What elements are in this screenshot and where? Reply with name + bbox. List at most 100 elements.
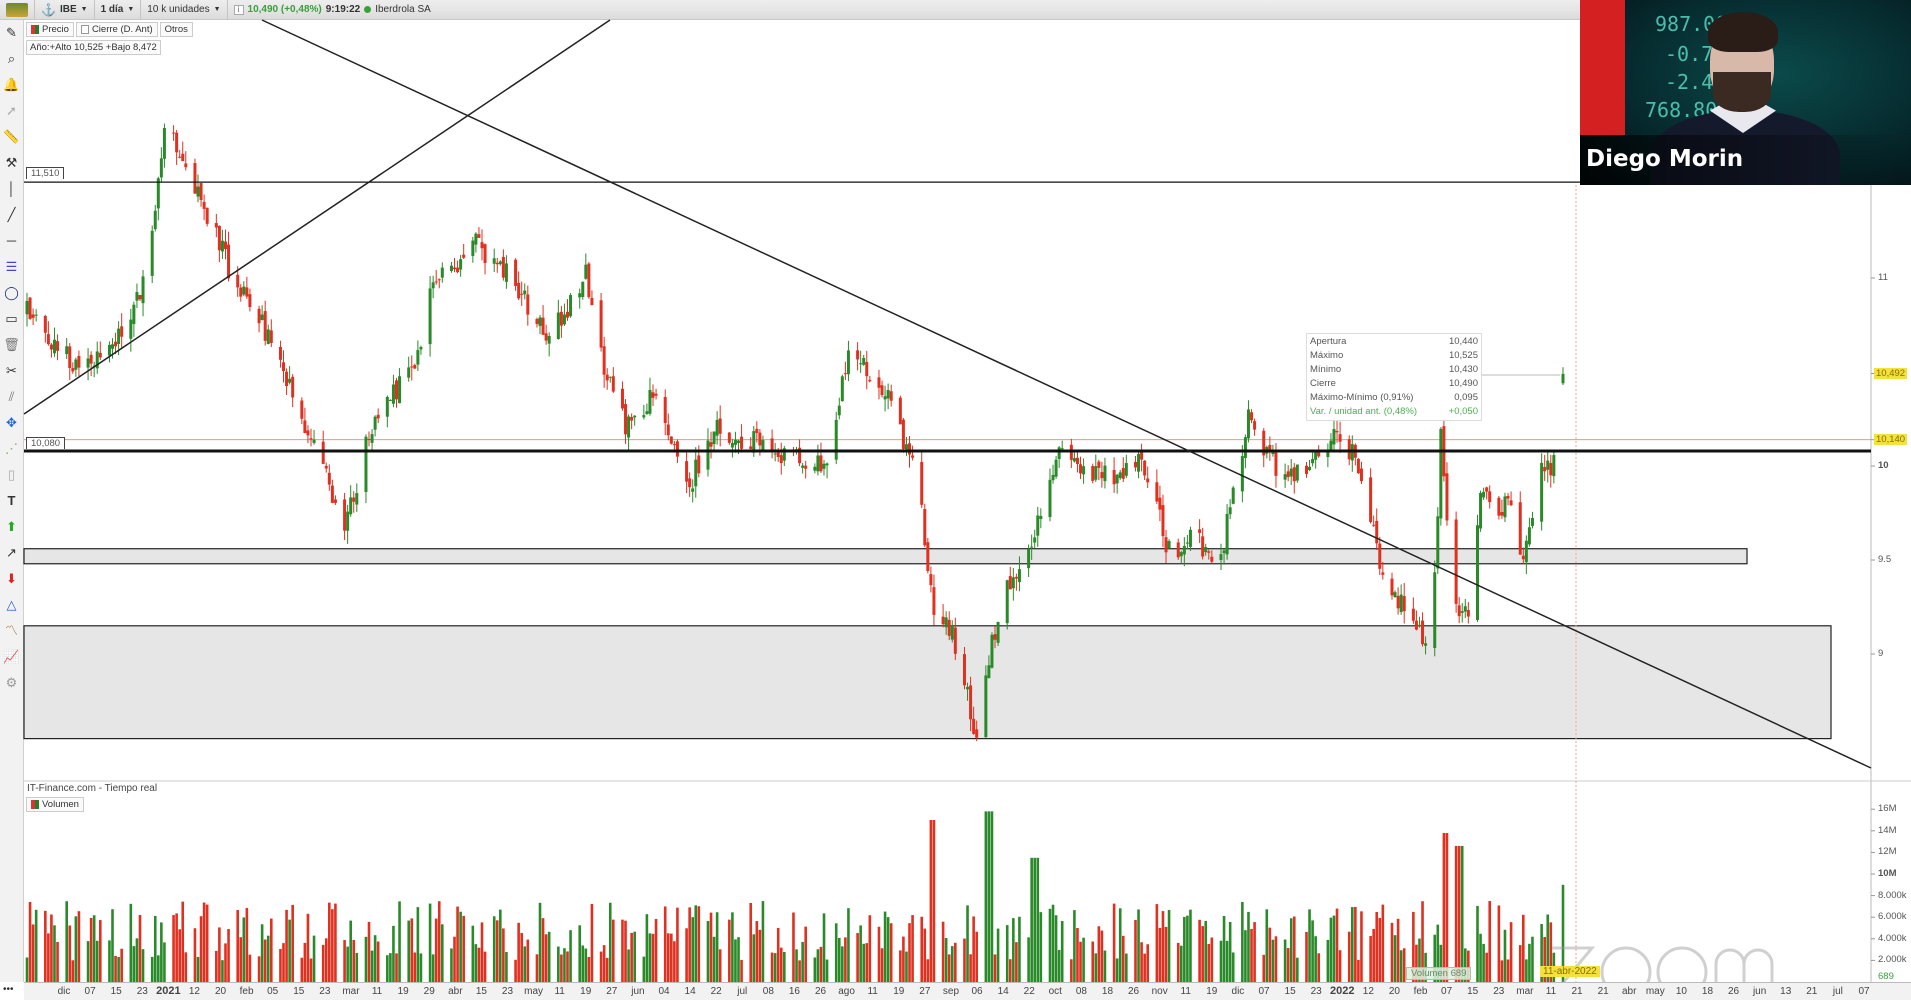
candle-body [172, 132, 176, 134]
channel-icon[interactable]: ⫽ [8, 389, 15, 404]
level-label-lower[interactable]: 10,080 [26, 437, 66, 449]
volume-bar [932, 820, 936, 982]
volume-bar [1497, 905, 1501, 982]
candle-body [159, 158, 163, 178]
axis-tick-label: 12M [1878, 846, 1897, 858]
volume-bar [34, 909, 38, 982]
time-axis-label: jun [1752, 986, 1767, 997]
volume-bar [495, 920, 499, 982]
candle-body [816, 455, 820, 472]
legend-price[interactable]: Precio [26, 22, 74, 37]
candle-body [898, 397, 902, 425]
volume-bar [1454, 845, 1458, 982]
pattern-icon[interactable]: ⋰ [5, 441, 18, 456]
cursor-icon[interactable]: ➚ [6, 103, 17, 118]
candle-body [1540, 462, 1544, 522]
trash-icon[interactable]: 🗑 [3, 337, 20, 352]
candle-body [214, 223, 218, 228]
text-icon[interactable]: T [7, 493, 16, 508]
candle-body [303, 420, 307, 433]
candle-body [1240, 456, 1244, 492]
pencil-icon[interactable]: ✎ [6, 25, 17, 40]
candle-body [1137, 453, 1141, 472]
tools-icon[interactable]: ✂ [6, 363, 17, 378]
ruler-icon[interactable]: 📏 [3, 129, 20, 144]
time-axis-label: 07 [1441, 986, 1453, 997]
candle-body [993, 634, 997, 640]
candle-body [620, 388, 624, 409]
ohlc-row-range: Máximo-Mínimo (0,91%) 0,095 [1310, 392, 1478, 403]
candle-body [1482, 491, 1486, 498]
volume-bar [1262, 954, 1266, 982]
symbol-selector[interactable]: IBE [59, 4, 77, 15]
more-options-icon[interactable]: ••• [3, 984, 14, 995]
sell-arrow-icon[interactable]: ⬇ [6, 571, 17, 586]
chevron-down-icon: ▼ [213, 6, 221, 13]
arrow-icon[interactable]: ↗ [6, 545, 17, 560]
rectangle-icon[interactable]: ▭ [5, 311, 18, 326]
candle-body [1433, 572, 1437, 648]
volume-bar [1115, 958, 1119, 982]
volume-bar [612, 919, 615, 982]
legend-prev-close-label: Cierre (D. Ant) [91, 24, 153, 35]
wrench-icon[interactable]: ⚒ [5, 155, 18, 170]
candle-body [352, 497, 356, 502]
candle-body [837, 405, 841, 416]
candle-body [398, 376, 402, 404]
volume-bar [480, 922, 484, 982]
candle-body [1402, 596, 1406, 612]
time-axis-label: 23 [501, 986, 514, 997]
interval-selector[interactable]: 1 día ▼ [95, 0, 142, 20]
alert-bell-icon[interactable]: 🔔 [3, 77, 20, 92]
volume-bar [1503, 929, 1507, 982]
axis-tick-label: 14M [1878, 824, 1897, 836]
candle-body [367, 439, 371, 441]
triangle-icon[interactable]: △ [6, 597, 17, 612]
volume-bar [587, 957, 591, 982]
zoom-icon[interactable]: ⌕ [7, 51, 16, 66]
level-label-upper[interactable]: 11,510 [26, 167, 65, 179]
volume-bar [947, 954, 951, 982]
trendline-icon[interactable]: ╱ [7, 207, 16, 222]
candle-body [1140, 450, 1144, 460]
units-selector[interactable]: 10 k unidades ▼ [141, 0, 228, 20]
info-icon[interactable]: i [233, 4, 244, 15]
legend-others[interactable]: Otros [159, 22, 193, 37]
volume-bar [163, 942, 166, 982]
candle-body [416, 350, 420, 365]
candle-body [199, 183, 203, 200]
buy-arrow-icon[interactable]: ⬆ [6, 519, 17, 534]
volume-bar [731, 912, 734, 982]
chevron-down-icon[interactable]: ▼ [80, 6, 88, 13]
vertical-line-icon[interactable]: │ [7, 181, 16, 196]
volume-bar [1091, 941, 1095, 982]
document-icon[interactable]: ▯ [7, 467, 16, 482]
volume-bar [47, 933, 50, 982]
candle-body [688, 478, 692, 488]
time-axis-label: 07 [1858, 986, 1870, 997]
candle-body [156, 178, 160, 209]
fibonacci-icon[interactable]: ☰ [5, 259, 18, 274]
candle-body [1201, 536, 1205, 557]
chart-icon[interactable]: 📈 [3, 649, 20, 664]
volume-legend[interactable]: Volumen [26, 797, 84, 812]
legend-prev-close[interactable]: Cierre (D. Ant) [75, 22, 158, 37]
candle-body [120, 326, 124, 337]
move-icon[interactable]: ✥ [6, 415, 17, 430]
candle-body [1396, 595, 1400, 609]
candle-body [648, 389, 652, 414]
volume-bar [77, 911, 81, 982]
candle-body [1222, 550, 1226, 554]
anchor-icon[interactable]: ⚓ [41, 2, 56, 17]
volume-bar [578, 925, 582, 982]
time-axis[interactable]: dic 07 15 23 2021 12 20 feb 05 15 23 mar 11 19 29 abr 15… [24, 982, 1911, 1000]
settings-icon[interactable]: ⚙ [5, 675, 18, 690]
volume-bar [1140, 942, 1143, 982]
ellipse-icon[interactable]: ◯ [4, 285, 19, 300]
volume-bar [306, 913, 310, 982]
indicator-icon[interactable]: 〽 [4, 623, 18, 638]
candle-body [1072, 458, 1076, 462]
time-axis-label: jul [1832, 986, 1843, 997]
horizontal-line-icon[interactable]: ─ [6, 233, 17, 248]
